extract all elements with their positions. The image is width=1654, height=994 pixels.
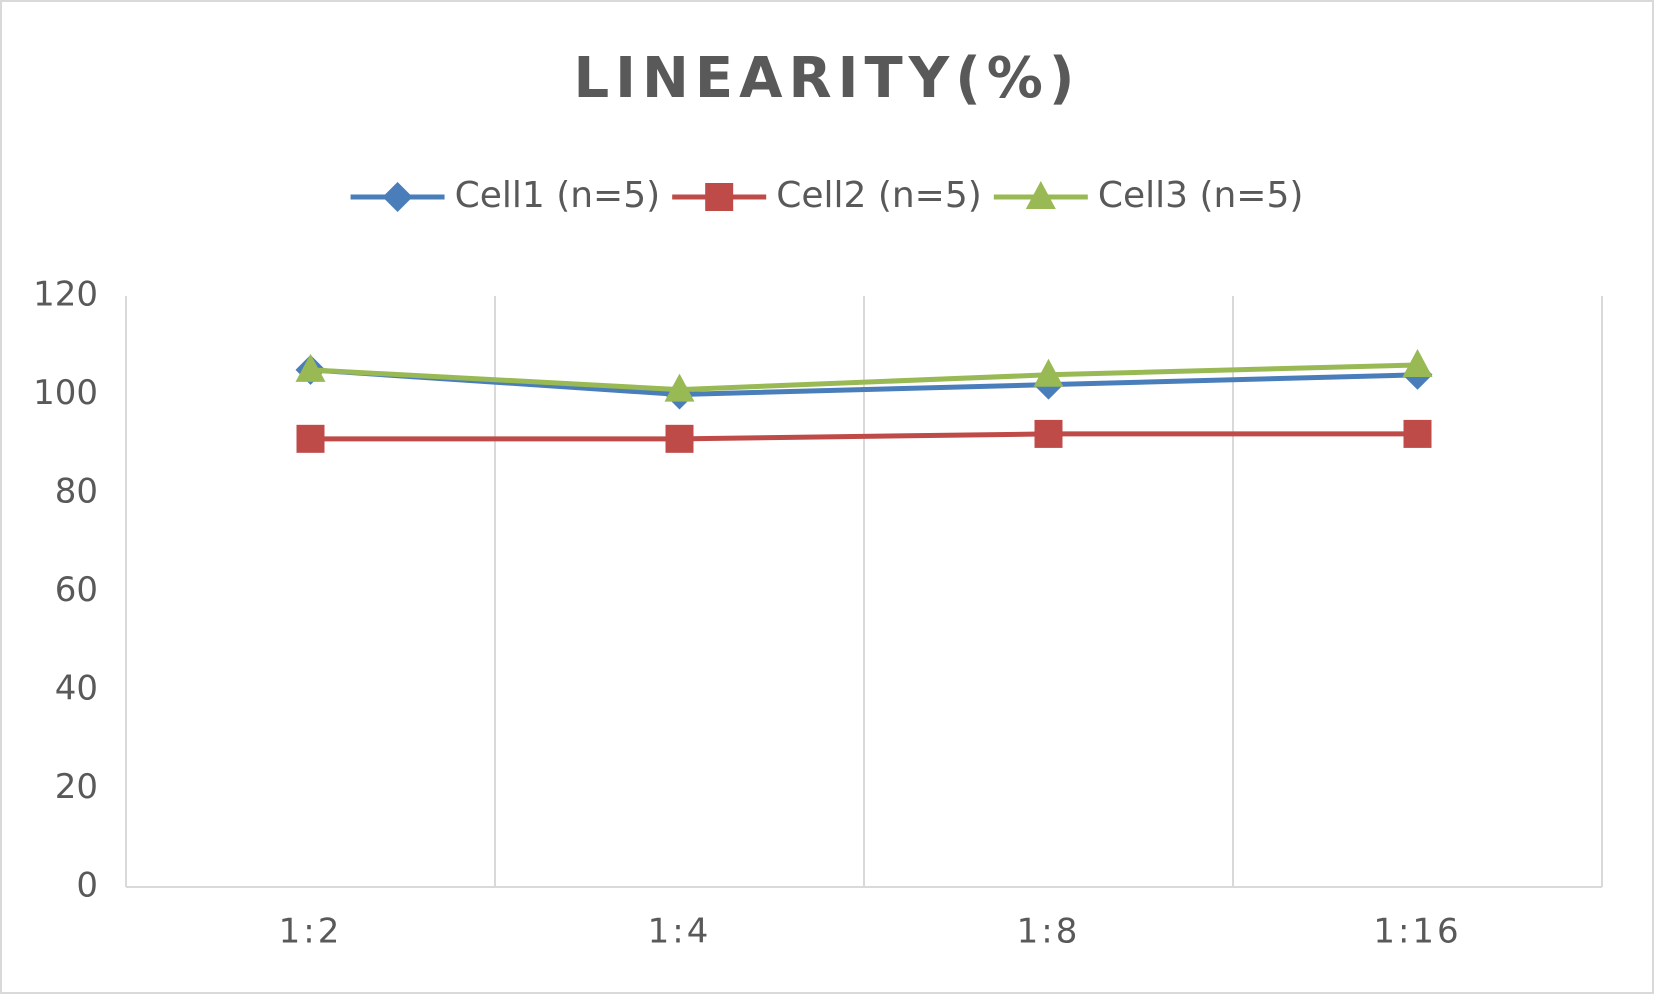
marker [1034,419,1063,448]
marker [1025,181,1056,209]
legend-label: Cell2 (n=5) [776,175,982,216]
x-tick-label: 1:2 [279,912,343,952]
marker [382,182,413,212]
marker [705,183,734,211]
legend: Cell1 (n=5) Cell2 (n=5) Cell3 (n=5) [350,175,1304,216]
series-line [310,431,1418,442]
marker [664,373,695,402]
y-tick-label: 80 [55,472,98,512]
marker [1033,358,1064,387]
marker [296,424,325,453]
marker [1403,419,1432,448]
y-tick-label: 60 [55,570,98,610]
chart-title: LINEARITY(%) [574,46,1081,111]
y-tick-label: 20 [55,767,98,807]
marker [1402,348,1433,377]
x-tick-label: 1:4 [648,912,712,952]
marker [295,353,326,382]
y-tick-label: 40 [55,669,98,709]
marker [665,424,694,453]
y-tick-label: 100 [33,373,98,413]
x-tick-label: 1:16 [1373,912,1461,952]
y-tick-label: 0 [76,866,98,906]
y-tick-label: 120 [33,275,98,315]
x-tick-label: 1:8 [1017,912,1081,952]
legend-label: Cell3 (n=5) [1098,175,1304,216]
legend-label: Cell1 (n=5) [455,175,661,216]
series-line [310,362,1418,393]
